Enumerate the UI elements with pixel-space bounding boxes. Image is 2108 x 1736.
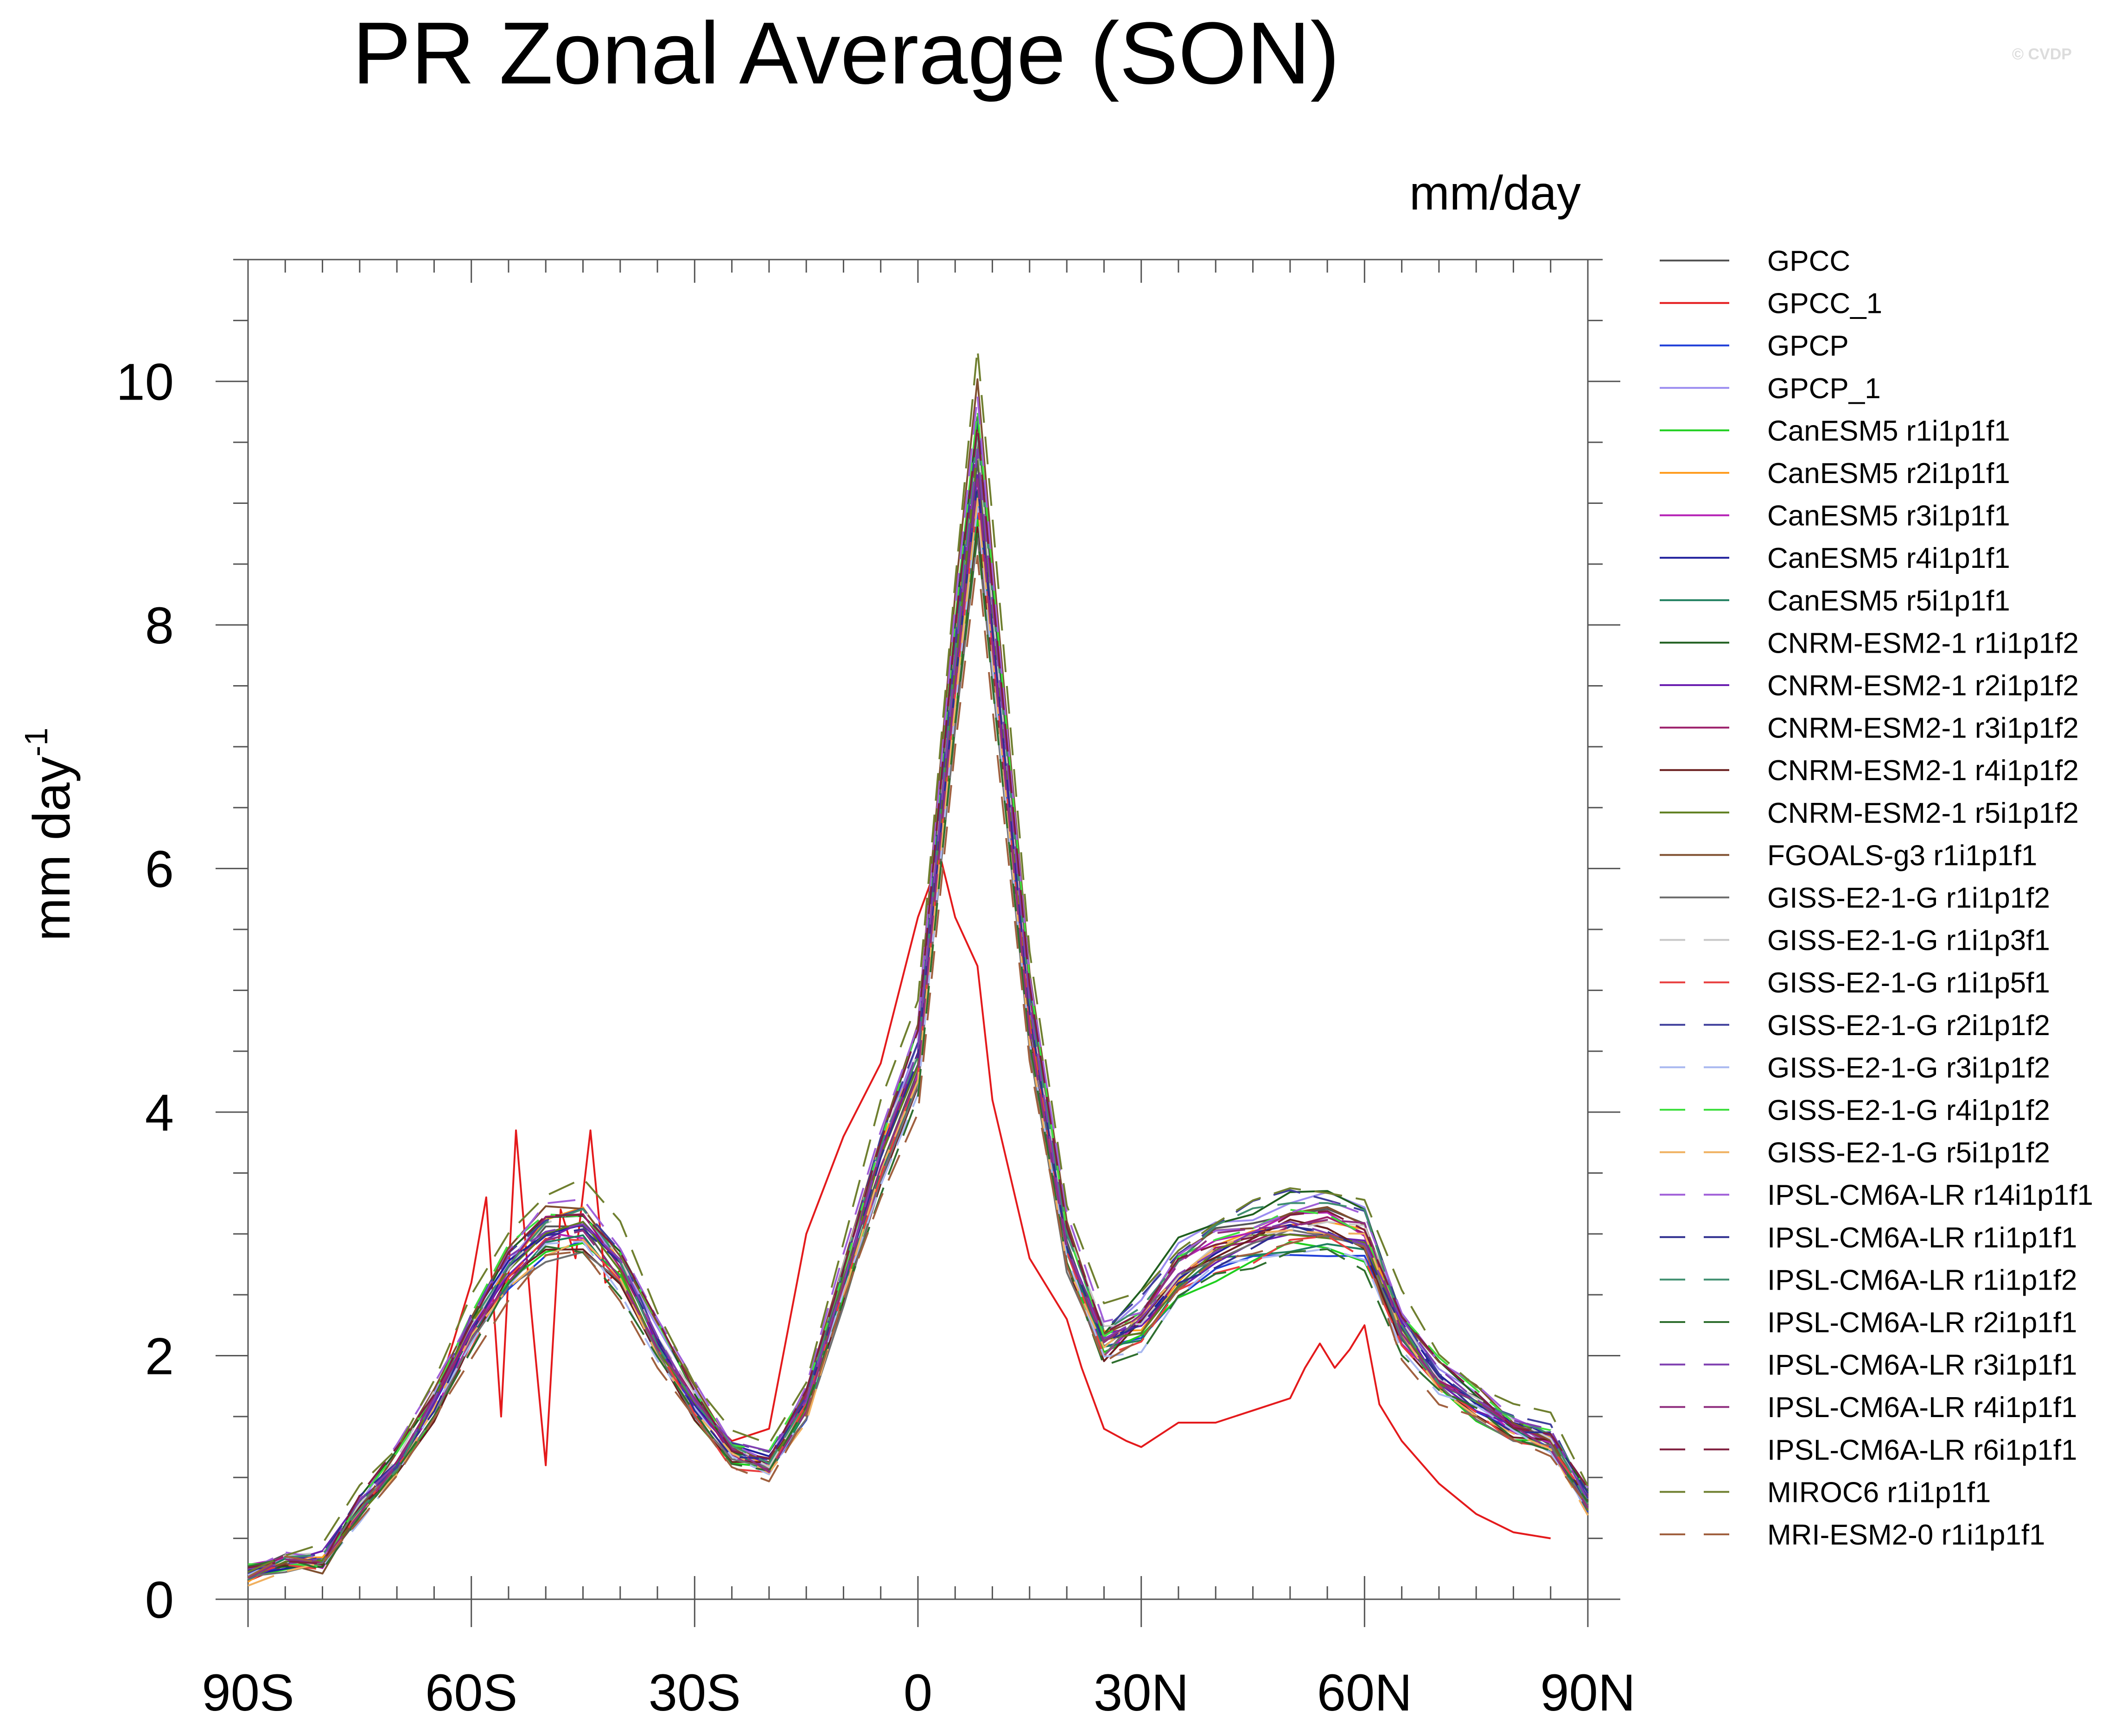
x-tick-label: 90N (1540, 1664, 1635, 1722)
x-tick-label: 60S (425, 1664, 517, 1722)
legend-label: GPCP (1767, 330, 1849, 362)
plot-border (247, 259, 1589, 1600)
x-tick-label: 60N (1317, 1664, 1412, 1722)
legend-label: CanESM5 r1i1p1f1 (1767, 415, 2010, 447)
y-axis-ticks: 0 2 4 6 8 10 (116, 259, 1620, 1629)
legend-label: GISS-E2-1-G r1i1p1f2 (1767, 882, 2050, 914)
x-tick-label: 30N (1094, 1664, 1189, 1722)
legend-label: CanESM5 r2i1p1f1 (1767, 458, 2010, 490)
legend-label: IPSL-CM6A-LR r2i1p1f1 (1767, 1307, 2077, 1339)
legend-label: GISS-E2-1-G r1i1p3f1 (1767, 925, 2050, 957)
series-line (247, 428, 1589, 1581)
legend-label: IPSL-CM6A-LR r14i1p1f1 (1767, 1179, 2093, 1211)
legend-label: CanESM5 r3i1p1f1 (1767, 500, 2010, 532)
y-axis-label: mm day-1 (18, 728, 81, 941)
series-line (248, 447, 1589, 1580)
units-label: mm/day (1409, 166, 1581, 220)
series-line (248, 423, 1589, 1569)
series-line (248, 441, 1589, 1577)
series-line (248, 448, 1589, 1569)
chart-title: PR Zonal Average (SON) (352, 4, 1340, 102)
legend-label: CanESM5 r5i1p1f1 (1767, 585, 2010, 617)
legend-label: GPCC (1767, 245, 1850, 277)
legend-label: GPCP_1 (1767, 373, 1881, 405)
plot-frame (247, 259, 1589, 1600)
y-axis-label-group: mm day-1 (18, 728, 81, 941)
legend-label: FGOALS-g3 r1i1p1f1 (1767, 839, 2037, 871)
legend-label: IPSL-CM6A-LR r3i1p1f1 (1767, 1349, 2077, 1381)
series-line (248, 533, 1589, 1571)
series-line (248, 855, 1551, 1582)
legend-label: MRI-ESM2-0 r1i1p1f1 (1767, 1519, 2045, 1551)
series-line (248, 394, 1589, 1571)
series-line (248, 505, 1589, 1576)
legend: GPCC GPCC_1 GPCP GPCP_1 CanESM5 r1i1p1f1 CanE… (1660, 245, 2093, 1551)
y-tick-label: 0 (145, 1571, 174, 1629)
y-tick-label: 8 (145, 597, 174, 655)
legend-label: CNRM-ESM2-1 r4i1p1f2 (1767, 755, 2079, 787)
legend-label: GISS-E2-1-G r4i1p1f2 (1767, 1094, 2050, 1126)
x-tick-label: 0 (904, 1664, 932, 1722)
legend-label: CNRM-ESM2-1 r3i1p1f2 (1767, 712, 2079, 744)
x-tick-label: 30S (649, 1664, 741, 1722)
legend-label: CNRM-ESM2-1 r2i1p1f2 (1767, 670, 2079, 702)
x-axis-ticks: 90S 60S 30S 0 30N 60N 90N (202, 260, 1636, 1722)
legend-label: GISS-E2-1-G r5i1p1f2 (1767, 1137, 2050, 1169)
legend-label: IPSL-CM6A-LR r6i1p1f1 (1767, 1434, 2077, 1466)
y-axis-label-exponent: -1 (18, 728, 54, 757)
series-line (248, 409, 1589, 1568)
series-line (248, 482, 1589, 1571)
series-line (248, 420, 1589, 1575)
x-tick-label: 90S (202, 1664, 294, 1722)
y-tick-label: 4 (145, 1084, 174, 1142)
legend-label: IPSL-CM6A-LR r1i1p1f1 (1767, 1222, 2077, 1254)
legend-label: GISS-E2-1-G r2i1p1f2 (1767, 1010, 2050, 1042)
series-lines (247, 348, 1589, 1587)
legend-label: GISS-E2-1-G r3i1p1f2 (1767, 1052, 2050, 1084)
legend-label: CNRM-ESM2-1 r1i1p1f2 (1767, 627, 2079, 659)
series-line (248, 497, 1589, 1587)
legend-label: CanESM5 r4i1p1f1 (1767, 542, 2010, 574)
series-line (248, 348, 1589, 1573)
series-line (248, 378, 1589, 1575)
legend-label: GPCC_1 (1767, 288, 1882, 320)
legend-label: CNRM-ESM2-1 r5i1p1f2 (1767, 797, 2079, 829)
y-tick-label: 2 (145, 1328, 174, 1386)
credit-watermark: © CVDP (2012, 45, 2072, 63)
series-line (248, 555, 1589, 1578)
legend-label: MIROC6 r1i1p1f1 (1767, 1476, 1991, 1508)
legend-label: IPSL-CM6A-LR r4i1p1f1 (1767, 1392, 2077, 1424)
legend-label: IPSL-CM6A-LR r1i1p1f2 (1767, 1264, 2077, 1296)
series-line (247, 436, 1589, 1580)
y-tick-label: 10 (116, 353, 174, 411)
series-line (248, 434, 1589, 1577)
y-tick-label: 6 (145, 840, 174, 898)
legend-label: GISS-E2-1-G r1i1p5f1 (1767, 967, 2050, 999)
series-line (248, 478, 1589, 1579)
